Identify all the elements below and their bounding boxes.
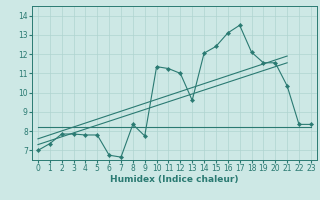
X-axis label: Humidex (Indice chaleur): Humidex (Indice chaleur) xyxy=(110,175,239,184)
